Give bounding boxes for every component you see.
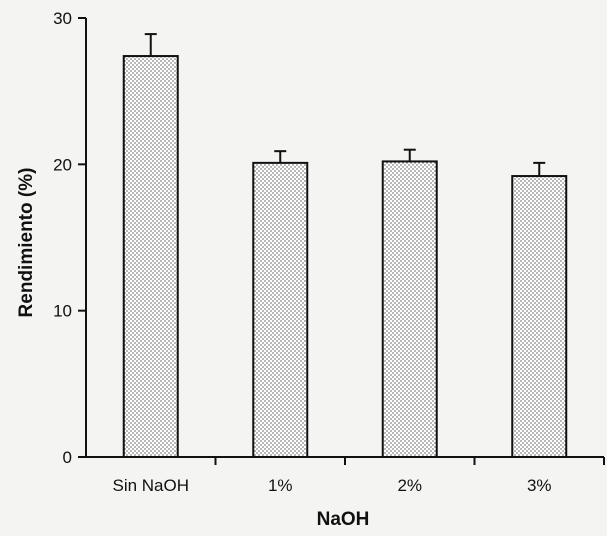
x-axis-title: NaOH — [317, 509, 370, 530]
bar — [122, 55, 179, 459]
y-tick-label: 20 — [53, 155, 72, 174]
y-tick-label: 0 — [63, 448, 72, 467]
bar — [381, 160, 438, 458]
x-tick-label: 1% — [268, 476, 293, 495]
bar — [511, 175, 568, 458]
x-tick-label: 3% — [527, 476, 552, 495]
y-tick-label: 30 — [53, 9, 72, 28]
plot-area: 0 10 20 30 Sin NaOH 1% 2% 3% — [53, 9, 605, 495]
x-tick-label: 2% — [397, 476, 422, 495]
x-tick-label: Sin NaOH — [112, 476, 189, 495]
bar — [252, 161, 309, 458]
y-axis-title: Rendimiento (%) — [16, 168, 37, 318]
y-tick-label: 10 — [53, 302, 72, 321]
